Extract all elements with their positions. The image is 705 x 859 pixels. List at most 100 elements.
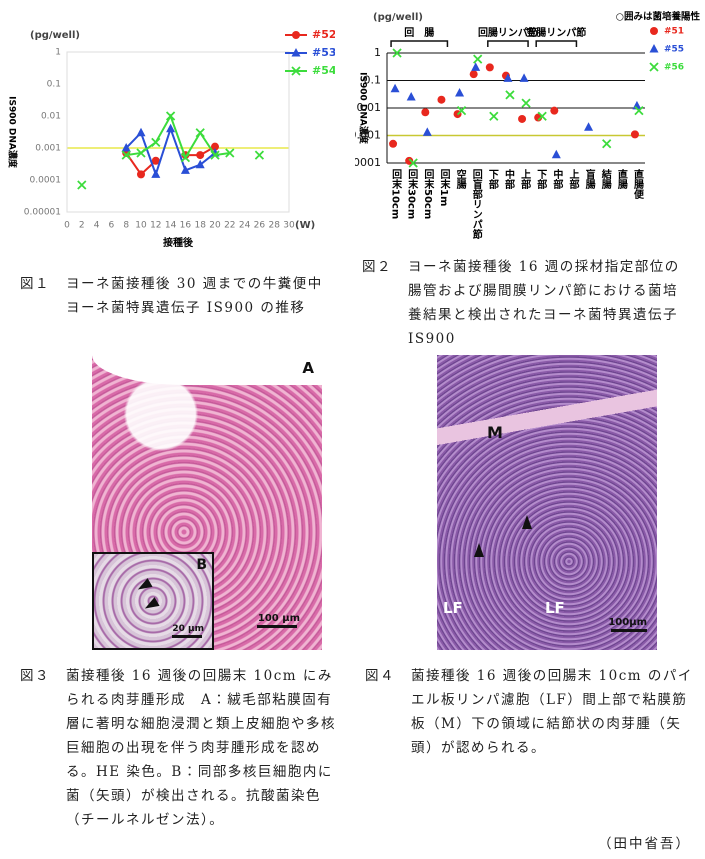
x-tick-label: 26 — [254, 221, 266, 231]
plot-frame — [66, 51, 290, 213]
point — [151, 169, 161, 178]
inset-b: B 20 µm — [92, 552, 214, 650]
y-tick-label: 0.1 — [47, 80, 61, 90]
point — [151, 137, 161, 148]
caption-label: 図１ — [20, 276, 50, 292]
x-tick-label: 2 — [79, 221, 85, 231]
x-tick-label: 20 — [209, 221, 221, 231]
point — [455, 88, 465, 97]
x-tick-label: 回末10cm — [390, 169, 402, 219]
panel-label: A — [302, 359, 314, 377]
chart-2: (pg/well) IS900 DNA濃度 1 0.1 0.01 0.001 0.0001 回… — [355, 11, 700, 240]
point — [630, 130, 639, 139]
x-tick-label: 盲腸 — [583, 168, 595, 190]
point — [180, 152, 191, 163]
caption-label: 図４ — [365, 668, 395, 684]
caption-label: 図３ — [20, 668, 50, 684]
point — [166, 123, 176, 133]
group-bracket — [390, 40, 449, 47]
point — [503, 73, 513, 82]
legend-label: #51 — [664, 27, 684, 37]
x-tick-label: 回末1m — [438, 169, 450, 207]
caption: 図３ 菌接種後 16 週後の回腸末 10cm にみられる肉芽腫形成 A：絨毛部粘… — [20, 664, 340, 832]
point — [121, 150, 131, 160]
scale-bar — [172, 635, 202, 638]
point — [519, 73, 529, 82]
group-label: 回腸リンパ節 — [478, 26, 538, 39]
x-tick-label: 回末30cm — [406, 169, 418, 219]
y-tick-label: 0.0001 — [355, 156, 381, 169]
point — [136, 127, 146, 137]
point — [649, 62, 659, 72]
scale-label: 100 µm — [257, 613, 300, 624]
point — [489, 111, 499, 121]
legend-label: #52 — [312, 28, 335, 41]
x-tick-label: 上部 — [567, 168, 579, 190]
point — [77, 180, 87, 190]
x-tick-label: 上部 — [519, 168, 531, 190]
chart-1: (pg/well) IS900 DNA濃度 1 0.1 0.01 0.001 0.0001 0… — [7, 28, 336, 249]
point — [390, 83, 400, 93]
panel-label: B — [196, 557, 207, 573]
x-tick-label: 下部 — [486, 169, 498, 190]
point — [196, 151, 205, 160]
x-tick-label: 直腸 — [615, 168, 627, 190]
region-label: LF — [545, 599, 565, 617]
x-tick-label: 28 — [268, 221, 280, 231]
point — [421, 108, 430, 117]
x-tick-label: 8 — [123, 221, 129, 231]
legend-label: #54 — [312, 64, 335, 77]
point — [254, 150, 265, 160]
point — [521, 98, 531, 108]
y-axis-title: IS900 DNA濃度 — [7, 96, 19, 169]
point — [584, 122, 594, 131]
point — [473, 54, 483, 64]
y-tick-label: 0.00001 — [24, 208, 61, 218]
point — [180, 165, 190, 174]
point — [392, 48, 402, 58]
y-unit: (pg/well) — [30, 30, 80, 41]
group-label: 回 腸 — [404, 26, 434, 39]
point — [469, 70, 478, 79]
y-unit: (pg/well) — [373, 12, 423, 23]
caption: 図２ ヨーネ菌接種後 16 週の採材指定部位の腸管および腸間膜リンパ節における菌… — [362, 255, 692, 351]
point — [165, 111, 176, 121]
x-tick-label: 空腸 — [454, 168, 466, 190]
point — [518, 114, 527, 123]
y-tick-label: 0.001 — [355, 129, 381, 142]
arrowhead — [142, 597, 160, 613]
lumen — [92, 355, 322, 385]
scale-bar — [257, 625, 297, 628]
point — [437, 95, 446, 104]
point — [211, 142, 219, 151]
point — [121, 143, 131, 152]
point — [292, 31, 300, 39]
x-tick-label: 中部 — [502, 168, 514, 190]
caption-text: 菌接種後 16 週後の回腸末 10cm のパイエル板リンパ濾胞（LF）間上部で粘… — [411, 668, 693, 756]
point — [137, 170, 145, 179]
x-tick-label: 18 — [194, 221, 206, 231]
x-tick-label: 24 — [239, 221, 251, 231]
x-tick-label: 4 — [94, 221, 100, 231]
y-tick-label: 1 — [374, 46, 381, 59]
region-label: LF — [443, 599, 463, 617]
author: （田中省吾） — [598, 836, 691, 852]
region-label: M — [487, 423, 503, 442]
y-tick-label: 0.1 — [364, 74, 382, 87]
x-tick-label: 30 — [283, 221, 295, 231]
arrowhead — [474, 543, 484, 557]
point — [422, 127, 432, 136]
caption: 図１ ヨーネ菌接種後 30 週までの牛糞便中ヨーネ菌特異遺伝子 IS900 の推… — [20, 272, 335, 320]
x-axis-title: 接種後 — [163, 236, 194, 249]
point — [551, 149, 561, 159]
micrograph-a: A 100 µm B 20 µm — [92, 355, 322, 650]
point — [650, 27, 658, 35]
x-tick-label: 0 — [64, 221, 70, 231]
point — [634, 106, 644, 116]
point — [389, 139, 398, 148]
y-tick-label: 0.0001 — [30, 176, 62, 186]
point — [456, 106, 467, 116]
arrowhead — [522, 515, 532, 529]
caption-text: ヨーネ菌接種後 30 週までの牛糞便中ヨーネ菌特異遺伝子 IS900 の推移 — [66, 276, 323, 316]
group-label: 空腸リンパ節 — [526, 26, 586, 39]
